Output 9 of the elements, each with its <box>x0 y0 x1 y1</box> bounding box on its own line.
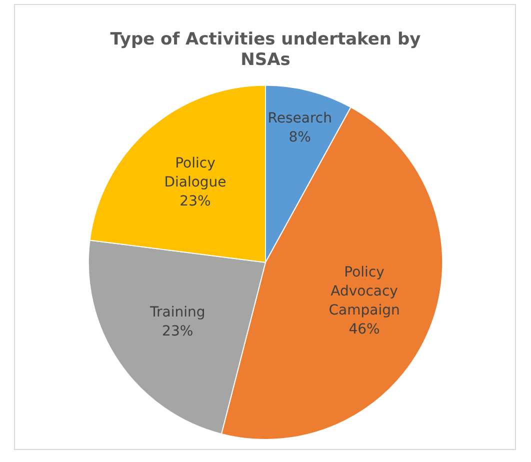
data-label: 23% <box>180 193 211 210</box>
slice-label: Policy Advocacy Campaign <box>328 264 400 319</box>
chart-title: Type of Activities undertaken by NSAs <box>110 30 421 70</box>
slice-label: Training <box>148 304 206 320</box>
data-label: 8% <box>288 130 311 146</box>
slice-label: Research <box>268 110 332 127</box>
data-label: 23% <box>162 323 194 340</box>
slice-label: Policy Dialogue <box>164 155 226 190</box>
data-label: 46% <box>348 322 380 338</box>
